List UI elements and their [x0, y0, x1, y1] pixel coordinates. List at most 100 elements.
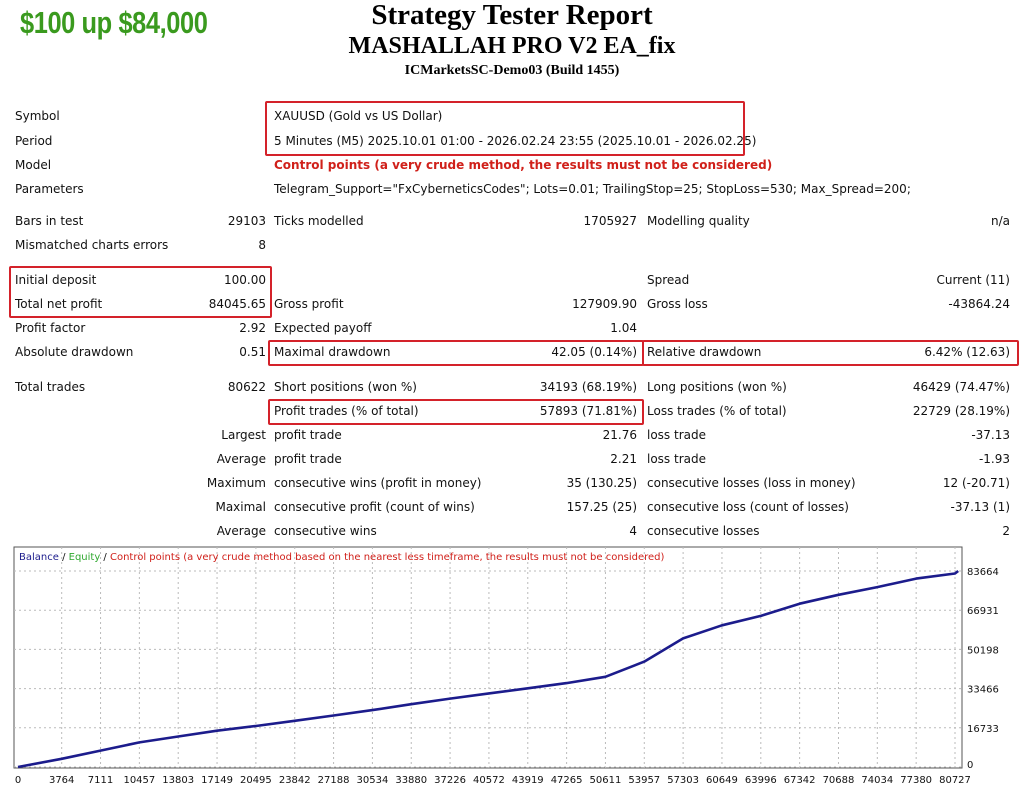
stat-value: 80622: [227, 380, 266, 394]
stat-value: 127909.90: [572, 297, 637, 311]
stat-value: -37.13 (1): [950, 500, 1011, 514]
legend-note: Control points (a very crude method base…: [109, 552, 665, 563]
stat-value: -1.93: [978, 452, 1010, 466]
stat-label: loss trade: [647, 428, 706, 442]
x-tick-label: 43919: [512, 775, 544, 785]
stat-label: Maximum: [206, 476, 266, 490]
stat-label: Profit trades (% of total): [274, 404, 419, 418]
stat-value: 2.21: [610, 452, 637, 466]
balance-chart: 0 3764 7111 10457 13803 17149 20495 23842 27188 3…: [13, 546, 999, 785]
legend-equity: Equity: [68, 552, 101, 563]
stat-label: profit trade: [274, 452, 342, 466]
stat-label: Maximal: [215, 500, 266, 514]
stat-label: Short positions (won %): [274, 380, 417, 394]
x-tick-label: 77380: [900, 775, 932, 785]
stat-label: Expected payoff: [274, 321, 372, 335]
x-tick-label: 23842: [279, 775, 311, 785]
x-tick-label: 70688: [823, 775, 855, 785]
x-tick-label: 57303: [667, 775, 699, 785]
info-label: Period: [15, 134, 53, 148]
stat-value: 2.92: [239, 321, 266, 335]
stat-label: Gross profit: [274, 297, 344, 311]
stat-label: Profit factor: [15, 321, 86, 335]
info-label: Parameters: [15, 182, 84, 196]
x-tick-label: 27188: [318, 775, 350, 785]
highlight-box-deposit-profit: [9, 266, 272, 318]
stat-label: Modelling quality: [647, 214, 750, 228]
stat-label: consecutive wins: [274, 524, 377, 538]
info-label: Model: [15, 158, 52, 172]
plot-frame: [13, 546, 963, 769]
stat-label: Gross loss: [647, 297, 708, 311]
x-tick-label: 20495: [240, 775, 272, 785]
chart-legend: Balance / Equity / Control points (a ver…: [19, 552, 664, 564]
stat-value: 35 (130.25): [566, 476, 637, 490]
y-tick-label: 0: [967, 760, 973, 771]
stat-value: 1.04: [610, 321, 637, 335]
y-tick-label: 16733: [967, 724, 999, 735]
stat-value: 22729 (28.19%): [912, 404, 1010, 418]
legend-sep: /: [58, 552, 69, 563]
stat-value: 57893 (71.81%): [539, 404, 637, 418]
stat-value: 46429 (74.47%): [912, 380, 1010, 394]
stat-label: Ticks modelled: [274, 214, 364, 228]
stat-label: Spread: [647, 273, 690, 287]
highlight-box-profit-trades: [268, 399, 644, 425]
x-tick-label: 50611: [590, 775, 622, 785]
stat-label: consecutive wins (profit in money): [274, 476, 482, 490]
info-value: 5 Minutes (M5) 2025.10.01 01:00 - 2026.0…: [274, 134, 757, 148]
stat-label: Initial deposit: [15, 273, 97, 287]
stat-value: 2: [1002, 524, 1010, 538]
stat-value: 12 (-20.71): [942, 476, 1010, 490]
highlight-box-relative-drawdown: [642, 340, 1019, 366]
x-tick-label: 37226: [434, 775, 466, 785]
x-tick-label: 74034: [861, 775, 893, 785]
y-tick-label: 33466: [967, 685, 999, 696]
stat-label: profit trade: [274, 428, 342, 442]
stat-label: Bars in test: [15, 214, 84, 228]
x-tick-label: 53957: [628, 775, 660, 785]
x-tick-label: 0: [15, 775, 21, 785]
stat-value: 84045.65: [208, 297, 266, 311]
x-tick-label: 63996: [745, 775, 777, 785]
x-tick-label: 13803: [162, 775, 194, 785]
stat-label: Absolute drawdown: [15, 345, 134, 359]
stat-label: Largest: [221, 428, 266, 442]
stat-value: 4: [629, 524, 637, 538]
stat-label: loss trade: [647, 452, 706, 466]
stat-label: Loss trades (% of total): [647, 404, 787, 418]
stat-label: consecutive profit (count of wins): [274, 500, 475, 514]
stat-value: 157.25 (25): [566, 500, 637, 514]
stat-label: Total net profit: [15, 297, 103, 311]
ea-name: MASHALLAH PRO V2 EA_fix: [348, 33, 676, 59]
stat-label: consecutive losses: [647, 524, 760, 538]
stat-value: 34193 (68.19%): [539, 380, 637, 394]
y-tick-label: 50198: [967, 645, 999, 656]
x-tick-label: 60649: [706, 775, 738, 785]
x-tick-label: 17149: [201, 775, 233, 785]
stat-value: 42.05 (0.14%): [551, 345, 637, 359]
server-build: ICMarketsSC-Demo03 (Build 1455): [404, 63, 620, 78]
x-tick-label: 33880: [395, 775, 427, 785]
stat-label: consecutive losses (loss in money): [647, 476, 856, 490]
promo-headline: $100 up $84,000: [20, 5, 208, 40]
stat-value: 29103: [227, 214, 266, 228]
stat-label: Long positions (won %): [647, 380, 787, 394]
stat-value: n/a: [990, 214, 1010, 228]
stat-label: Mismatched charts errors: [15, 238, 169, 252]
stat-value: 21.76: [602, 428, 637, 442]
x-tick-label: 47265: [551, 775, 583, 785]
info-value: XAUUSD (Gold vs US Dollar): [274, 109, 443, 123]
x-tick-label: 3764: [49, 775, 74, 785]
x-tick-label: 40572: [473, 775, 505, 785]
stat-label: consecutive loss (count of losses): [647, 500, 849, 514]
stat-value: 1705927: [583, 214, 637, 228]
info-label: Symbol: [15, 109, 60, 123]
stat-value: 100.00: [224, 273, 266, 287]
x-tick-label: 67342: [784, 775, 816, 785]
y-tick-label: 83664: [967, 567, 999, 578]
x-tick-label: 30534: [357, 775, 389, 785]
stat-label: Maximal drawdown: [274, 345, 391, 359]
balance-line: [17, 569, 960, 769]
